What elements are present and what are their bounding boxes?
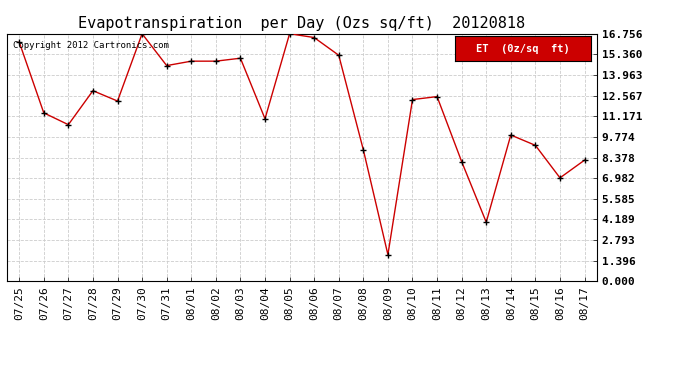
- Title: Evapotranspiration  per Day (Ozs sq/ft)  20120818: Evapotranspiration per Day (Ozs sq/ft) 2…: [78, 16, 526, 31]
- Text: Copyright 2012 Cartronics.com: Copyright 2012 Cartronics.com: [13, 41, 168, 50]
